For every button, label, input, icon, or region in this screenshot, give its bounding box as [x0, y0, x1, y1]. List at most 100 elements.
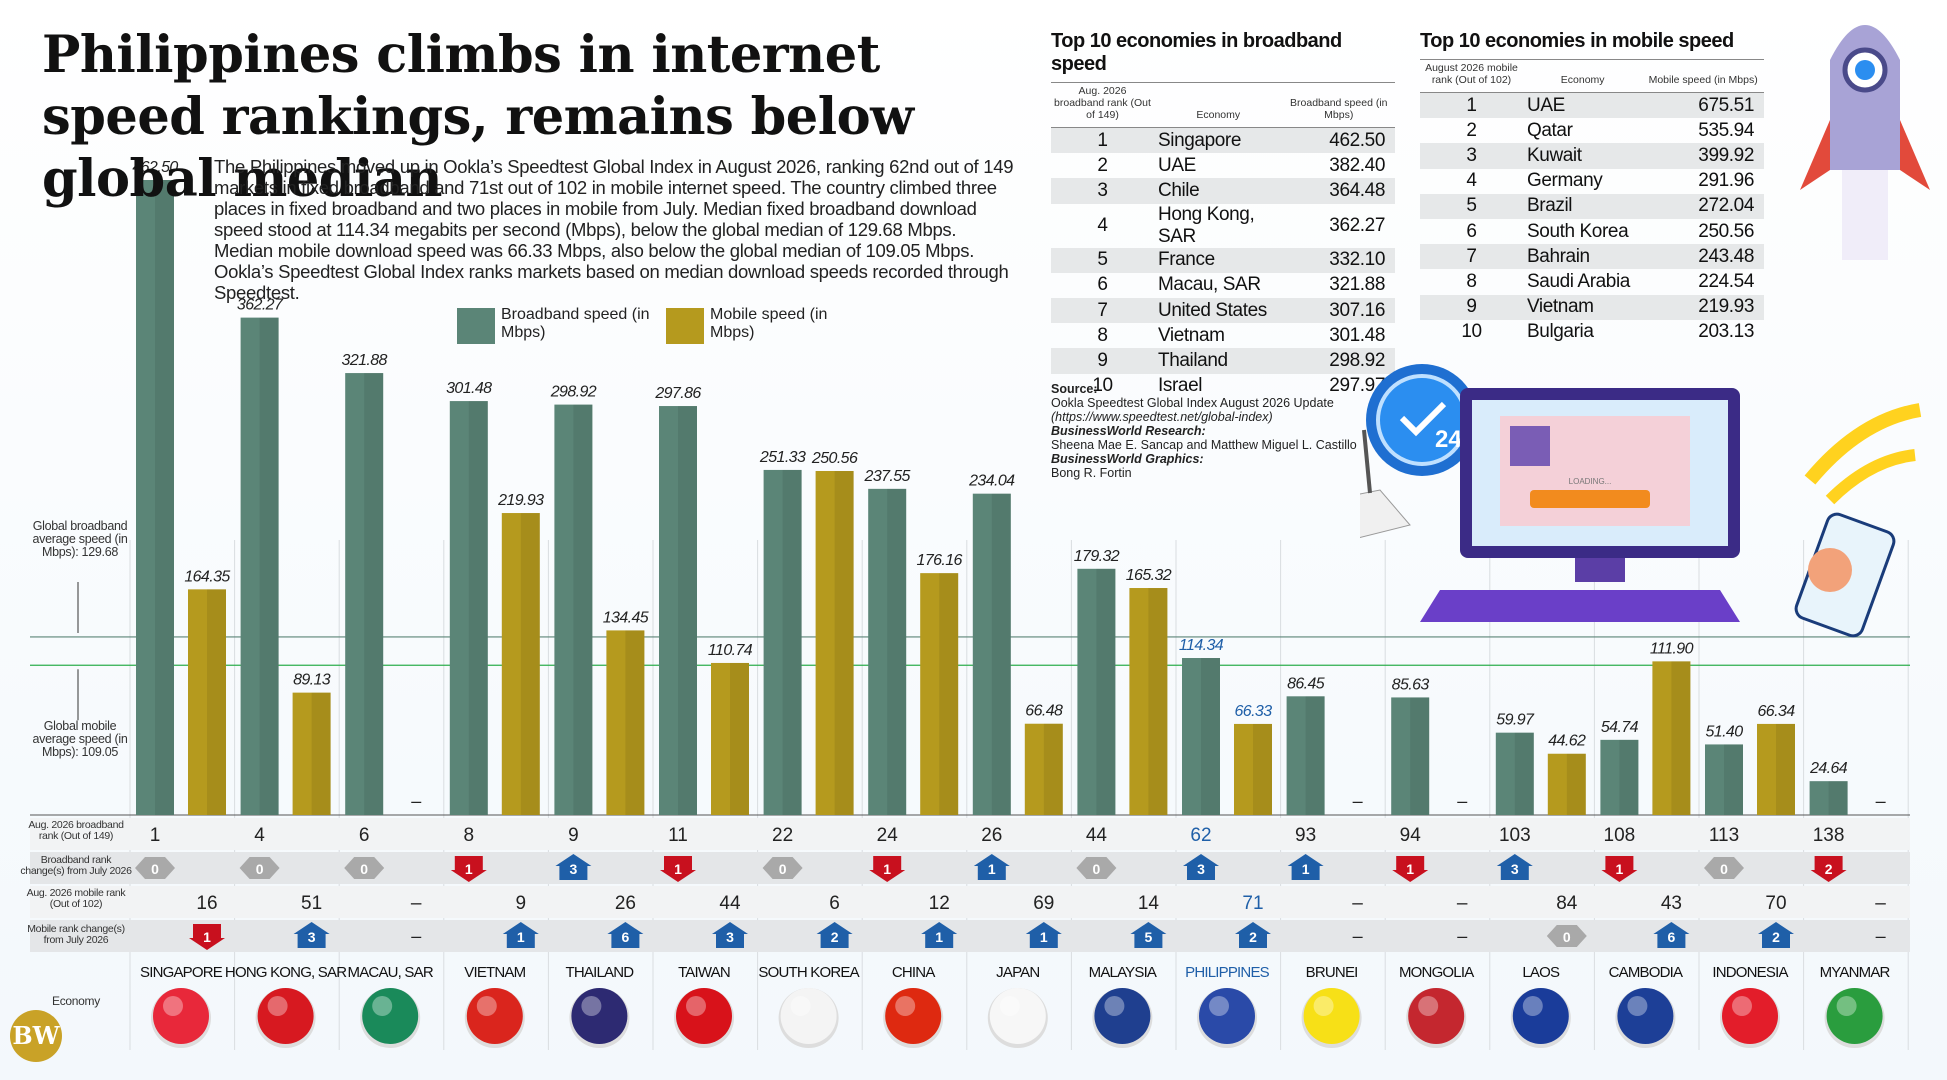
source-block: Source: Ookla Speedtest Global Index Aug… [1051, 382, 1371, 480]
bar-shade [1201, 658, 1220, 815]
broadband-rank-change-value: 1 [988, 861, 996, 877]
broadband-rank-change-icon [344, 857, 385, 879]
economy-cell: UAE [1523, 92, 1643, 119]
broadband-bar [136, 180, 174, 815]
broadband-value-label: 462.50 [132, 159, 178, 176]
legend-swatch-broadband [457, 308, 495, 344]
broadband-rank: 8 [464, 825, 475, 846]
mobile-rank: 51 [301, 893, 322, 914]
broadband-value-label: 251.33 [759, 449, 806, 466]
broadband-rank-change-value: 1 [674, 861, 682, 877]
flag-fill [1826, 988, 1883, 1044]
mobile-rank: 69 [1033, 893, 1054, 914]
broadband-value-label: 86.45 [1287, 675, 1325, 692]
speed-cell: 219.93 [1642, 294, 1764, 320]
broadband-bar [449, 401, 488, 815]
broadband-rank-change-value: 1 [1616, 861, 1624, 877]
flag-fill [885, 988, 942, 1044]
mobile-bar [292, 692, 331, 815]
mobile-value-label: 89.13 [293, 672, 331, 689]
flag-highlight [999, 996, 1020, 1016]
broadband-rank-change-icon [869, 856, 906, 882]
research-names: Sheena Mae E. Sancap and Matthew Miguel … [1051, 438, 1357, 452]
rank-cell: 7 [1420, 244, 1523, 270]
bar-shade [1253, 723, 1272, 815]
mobile-bar [1129, 588, 1168, 815]
broadband-value-label: 298.92 [550, 384, 597, 401]
speed-cell: 291.96 [1698, 170, 1754, 192]
mobile-rank: – [1875, 893, 1886, 914]
country-label: MALAYSIA [1089, 964, 1157, 981]
broadband-rank: 9 [568, 825, 579, 846]
mobile-rank-change: – [1876, 926, 1886, 946]
broadband-bar [868, 488, 907, 815]
economy-cell: Hong Kong, SAR [1158, 203, 1255, 247]
economy-cell: Kuwait [1523, 143, 1643, 169]
table-row: 4 Germany 291.96 [1420, 169, 1764, 194]
mobile-rank-change-value: 1 [1040, 929, 1048, 945]
row-band [30, 818, 1910, 850]
table-header: Broadband speed (in Mbps) [1282, 82, 1395, 128]
mobile-value-label: 44.62 [1548, 733, 1586, 750]
rank-cell: 9 [1051, 348, 1154, 374]
mobile-rank-change-icon [607, 922, 644, 948]
broadband-rank: 22 [772, 825, 793, 846]
broadband-bar [1705, 744, 1743, 815]
mobile-rank-change-value: 1 [517, 929, 525, 945]
mobile-bar [606, 630, 645, 815]
broadband-rank: 24 [877, 825, 899, 846]
broadband-value-label: 321.88 [342, 352, 388, 369]
row-label-economy: Economy [52, 994, 100, 1008]
broadband-rank: 26 [981, 825, 1002, 846]
table-row: 4 Hong Kong, SAR 362.27 [1051, 204, 1395, 248]
broadband-rank: 113 [1709, 825, 1739, 846]
broadband-bar [1286, 696, 1325, 815]
country-label: CAMBODIA [1609, 964, 1683, 981]
row-band [30, 920, 1910, 952]
broadband-rank-change-value: 3 [1511, 861, 1519, 877]
broadband-bar [1182, 658, 1220, 815]
bar-shade [730, 662, 749, 815]
mobile-value-label: 250.56 [811, 450, 858, 467]
page-title: Philippines climbs in internet speed ran… [42, 25, 914, 209]
mobile-rank-change: – [411, 926, 421, 946]
economy-cell: Saudi Arabia [1527, 270, 1630, 292]
mobile-value-label: – [411, 791, 421, 811]
rank-cell: 2 [1097, 154, 1108, 176]
legend-label-broadband: Broadband speed (in Mbps) [501, 306, 650, 341]
mobile-rank-change: – [1353, 926, 1363, 946]
mobile-rank-change-icon [921, 922, 958, 948]
country-label: SINGAPORE [140, 964, 223, 981]
flag-fill [1094, 988, 1151, 1044]
mobile-rank-change-value: 3 [308, 929, 316, 945]
mobile-rank: – [1352, 893, 1363, 914]
broadband-value-label: 51.40 [1705, 723, 1743, 740]
country-label: MONGOLIA [1399, 964, 1474, 981]
source-label: Source: [1051, 382, 1098, 396]
row-label-mobile-change: Mobile rank change(s) from July 2026 [27, 923, 125, 946]
table-row: 5 Brazil 272.04 [1420, 193, 1764, 219]
country-label: THAILAND [566, 964, 635, 981]
mobile-bar [1652, 661, 1691, 815]
bar-shade [1619, 739, 1639, 815]
country-label: JAPAN [996, 964, 1039, 981]
broadband-value-label: 237.55 [864, 468, 911, 485]
broadband-bar [1077, 568, 1116, 815]
country-label: SOUTH KOREA [758, 964, 859, 981]
economy-cell: Vietnam [1158, 324, 1225, 346]
broadband-bar [240, 317, 279, 815]
broadband-rank: 103 [1499, 825, 1531, 846]
flag-highlight [1732, 996, 1752, 1016]
broadband-bar [345, 373, 384, 815]
broadband-value-label: 301.48 [446, 380, 492, 397]
mobile-rank: 12 [929, 893, 950, 914]
bar-shade [678, 406, 697, 815]
bar-shade [887, 488, 907, 815]
mobile-bar [1757, 723, 1795, 815]
flag-fill [1408, 988, 1465, 1044]
row-label-mobile-rank: Aug. 2026 mobile rank (Out of 102) [26, 887, 126, 910]
broadband-rank-change-value: 2 [1825, 861, 1833, 877]
mobile-rank-change-icon [712, 922, 748, 948]
flag-highlight [1522, 996, 1543, 1016]
economy-cell: UAE [1158, 154, 1196, 176]
